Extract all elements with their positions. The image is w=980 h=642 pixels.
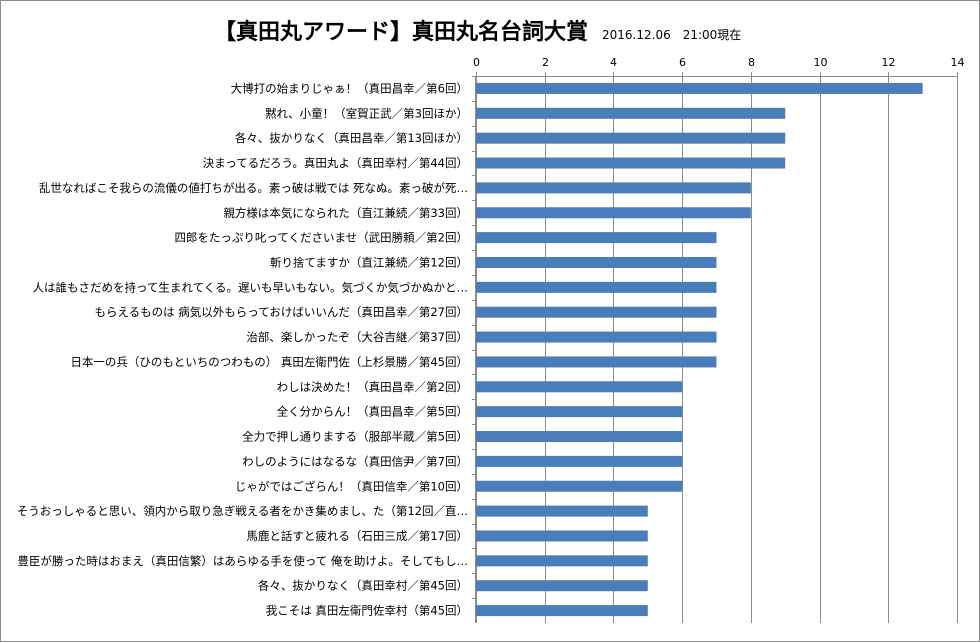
category-label: 全く分からん！（真田昌幸／第5回） [277,405,468,419]
category-label: 豊臣が勝った時はおまえ（真田信繁）はあらゆる手を使って 俺を助けよ。そしてもし… [17,554,468,568]
bar [476,580,648,592]
bar [476,306,717,318]
bar [476,605,648,617]
tick-label: 0 [473,56,480,69]
category-label: 我こそは 真田左衛門佐幸村（第45回） [266,604,468,618]
bar [476,107,786,119]
bar [476,455,683,467]
category-label: 四郎をたっぷり叱ってくださいませ（武田勝頼／第2回） [174,231,468,245]
tick-label: 10 [814,56,828,69]
tick-label: 12 [882,56,896,69]
category-label: じゃがではござらん！（真田信幸／第10回） [235,479,468,493]
category-label: そうおっしゃると思い、領内から取り急ぎ戦える者をかき集めまし、た（第12回／直… [17,504,468,518]
tick-label: 4 [610,56,617,69]
category-labels: 大博打の始まりじゃぁ！（真田昌幸／第6回） 黙れ、小童！（室賀正武／第3回ほか） 各… [17,81,468,617]
bar [476,381,683,393]
bar [476,331,717,343]
bar [476,82,923,94]
category-label: 各々、抜かりなく（真田昌幸／第13回ほか） [235,131,468,145]
chart-subtitle: 2016.12.06 21:00現在 [602,28,742,42]
bar [476,157,786,169]
category-label: 日本一の兵（ひのもといちのつわもの） 真田左衛門佐（上杉景勝／第45回） [70,355,468,369]
bar [476,207,751,219]
category-label: 親方様は本気になられた（直江兼続／第33回） [223,206,468,220]
category-label: 大博打の始まりじゃぁ！（真田昌幸／第6回） [231,81,468,95]
category-label: 人は誰もさだめを持って生まれてくる。遅いも早いもない。気づくか気づかぬかと… [32,280,468,294]
bar [476,431,683,443]
bar [476,232,717,244]
bars [476,82,923,617]
tick-label: 14 [951,56,965,69]
chart-title: 【真田丸アワード】真田丸名台詞大賞 [214,20,589,45]
bar [476,530,648,542]
category-label: 全力で押し通りまする（服部半蔵／第5回） [242,430,468,444]
category-label: 乱世なればこそ我らの流儀の値打ちが出る。素っ破は戦では 死なぬ。素っ破が死… [39,181,468,195]
category-label: 斬り捨てますか（直江兼続／第12回） [270,255,468,269]
bar [476,132,786,144]
bar [476,356,717,368]
category-label: 黙れ、小童！（室賀正武／第3回ほか） [265,106,468,120]
bar [476,256,717,268]
bar [476,480,683,492]
axis: 0 2 4 6 8 10 12 14 [472,56,965,623]
bar [476,505,648,517]
tick-label: 2 [542,56,549,69]
category-label: 各々、抜かりなく（真田幸村／第45回） [258,579,468,593]
bar [476,281,717,293]
category-label: 治部、楽しかったぞ（大谷吉継／第37回） [246,330,468,344]
category-label: 決まってるだろう。真田丸よ（真田幸村／第44回） [203,156,468,170]
bar [476,406,683,418]
category-label: わしは決めた！（真田昌幸／第2回） [277,380,468,394]
category-label: もらえるものは 病気以外もらっておけばいいんだ（真田昌幸／第27回） [94,305,468,319]
tick-label: 6 [679,56,686,69]
category-label: 馬鹿と話すと疲れる（石田三成／第17回） [246,529,468,543]
bar [476,182,751,194]
title-row: 【真田丸アワード】真田丸名台詞大賞 2016.12.06 21:00現在 [214,14,741,46]
category-label: わしのようにはなるな（真田信尹／第7回） [242,454,468,468]
bar [476,555,648,567]
tick-label: 8 [748,56,755,69]
